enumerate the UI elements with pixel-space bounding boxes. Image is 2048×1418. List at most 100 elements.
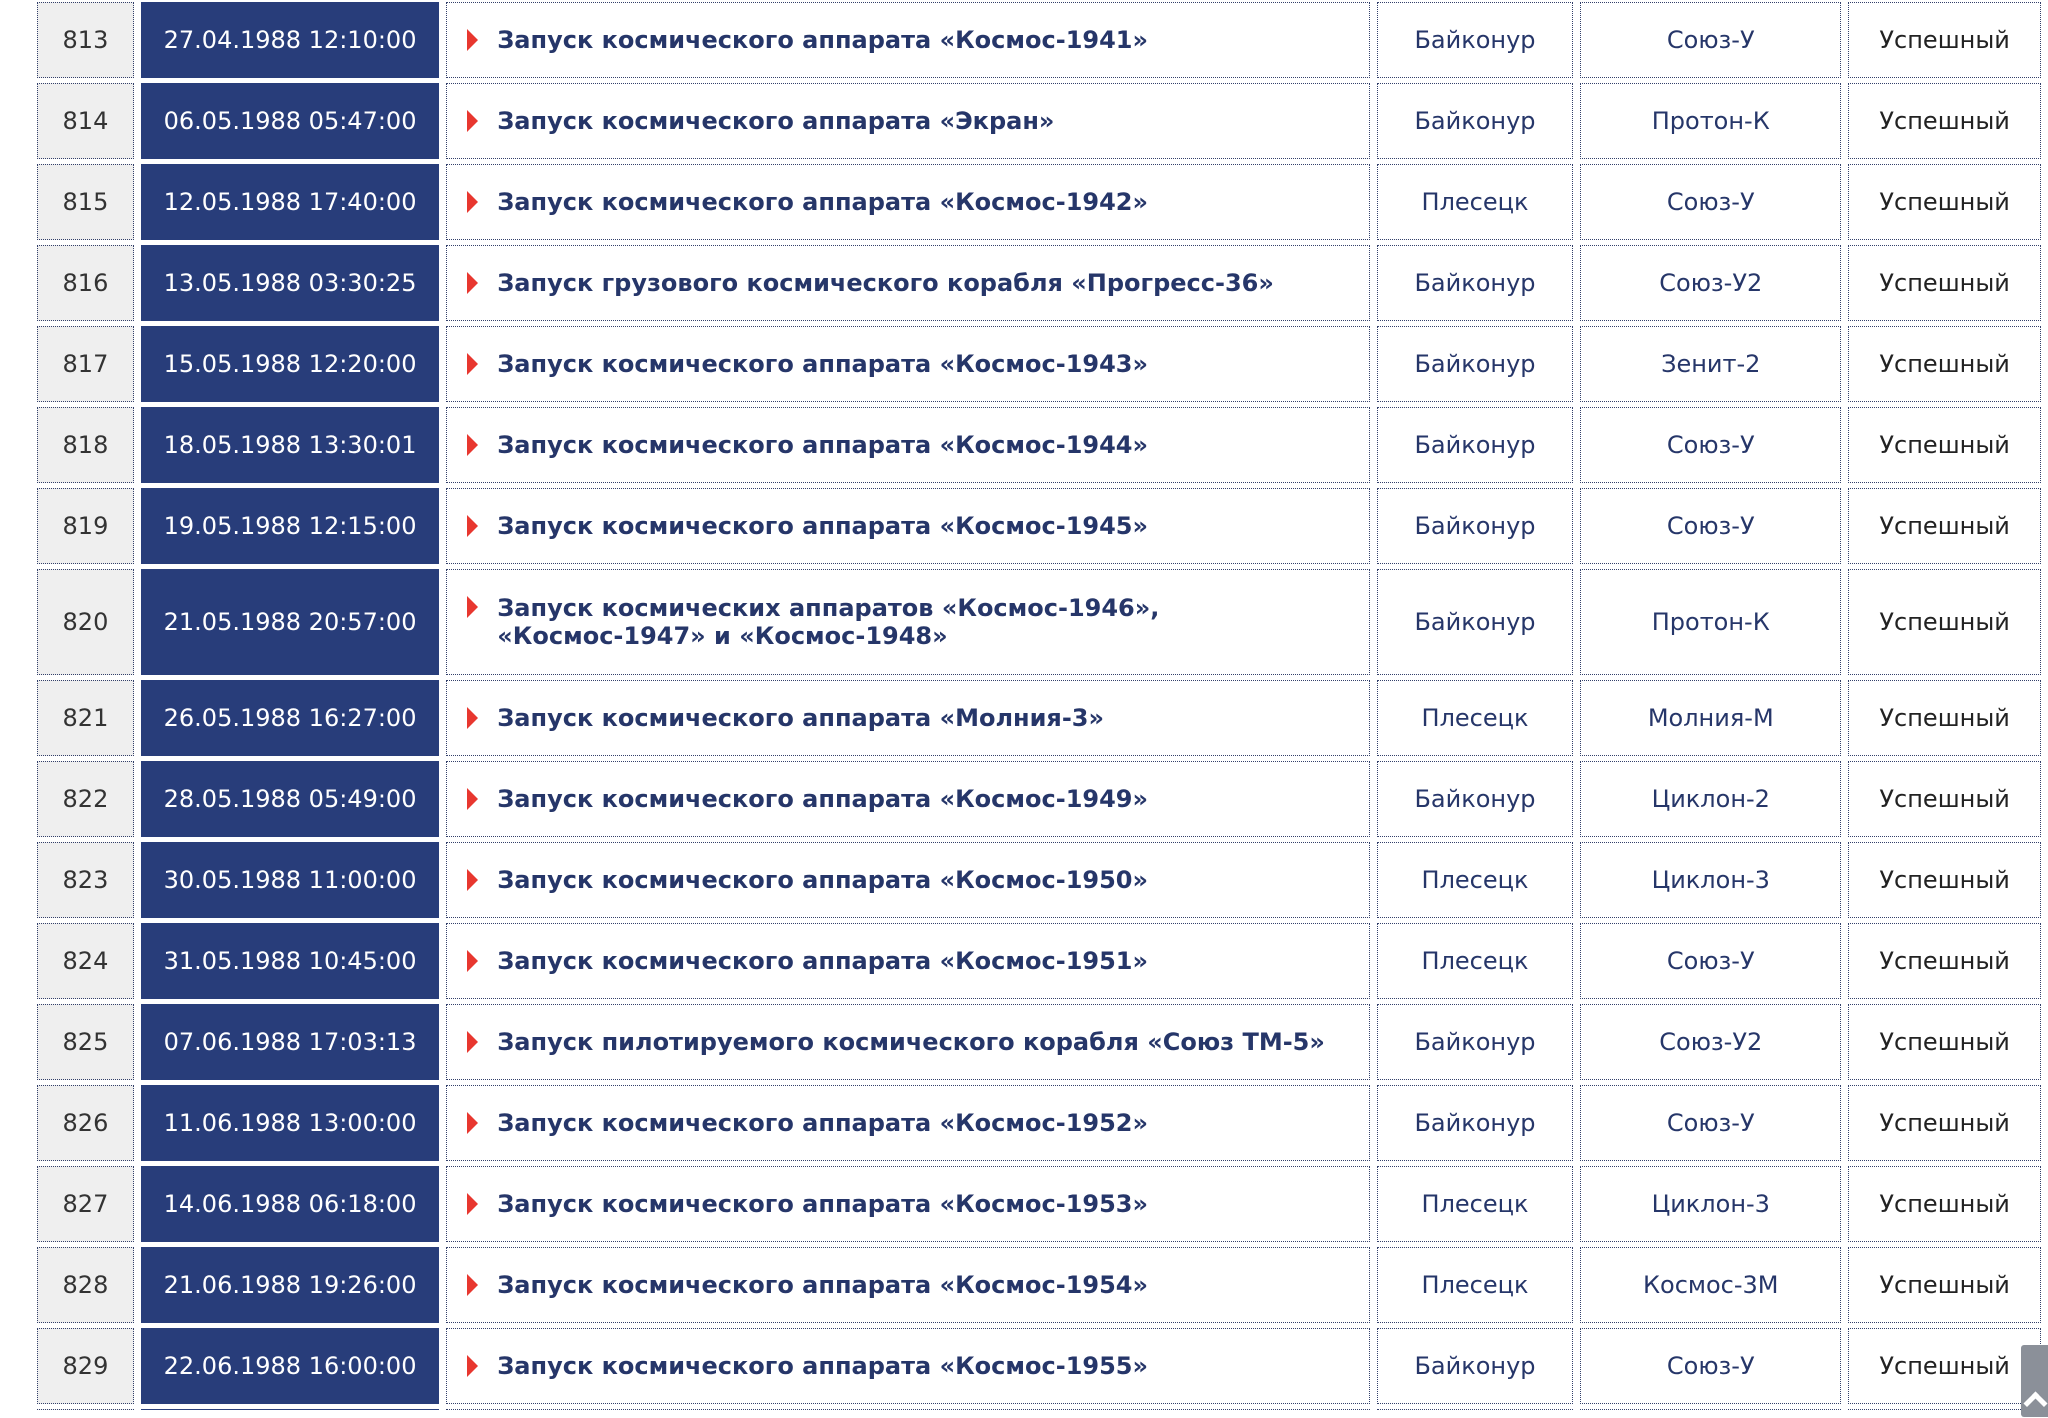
launch-site: Плесецк: [1421, 947, 1529, 975]
launch-date: 12.05.1988 17:40:00: [163, 188, 417, 216]
launch-title-cell[interactable]: Запуск космического аппарата «Космос-195…: [446, 1247, 1370, 1323]
launch-status-cell: Успешный: [1848, 164, 2041, 240]
launch-site-cell: Плесецк: [1376, 923, 1574, 999]
launch-status-cell: Успешный: [1848, 1328, 2041, 1404]
expand-triangle-icon[interactable]: [467, 191, 479, 213]
launch-number: 820: [62, 608, 109, 636]
launch-title[interactable]: Запуск космического аппарата «Космос-195…: [497, 1352, 1148, 1380]
launch-site: Байконур: [1414, 26, 1536, 54]
launch-vehicle-cell: Зенит-2: [1580, 326, 1842, 402]
launch-status: Успешный: [1879, 785, 2010, 813]
launch-title-cell[interactable]: Запуск космического аппарата «Космос-195…: [446, 1085, 1370, 1161]
expand-triangle-icon[interactable]: [467, 869, 479, 891]
launch-title[interactable]: Запуск космического аппарата «Космос-195…: [497, 947, 1148, 975]
launch-title[interactable]: Запуск космического аппарата «Экран»: [497, 107, 1055, 135]
launch-number: 826: [62, 1109, 109, 1137]
launch-date-cell: 13.05.1988 03:30:25: [140, 245, 440, 321]
launch-title-cell[interactable]: Запуск космического аппарата «Экран»: [446, 83, 1370, 159]
launch-site: Байконур: [1414, 1028, 1536, 1056]
expand-triangle-icon[interactable]: [467, 1274, 479, 1296]
launch-number: 825: [62, 1028, 109, 1056]
launch-number: 821: [62, 704, 109, 732]
launch-vehicle: Союз-У: [1666, 188, 1755, 216]
launch-site: Плесецк: [1421, 188, 1529, 216]
launch-status: Успешный: [1879, 512, 2010, 540]
launch-vehicle-cell: Союз-У2: [1580, 245, 1842, 321]
launch-vehicle-cell: Циклон-3: [1580, 842, 1842, 918]
expand-triangle-icon[interactable]: [467, 1193, 479, 1215]
launch-date: 15.05.1988 12:20:00: [163, 350, 417, 378]
expand-triangle-icon[interactable]: [467, 788, 479, 810]
launch-title-cell[interactable]: Запуск космического аппарата «Молния-3»: [446, 680, 1370, 756]
launch-number: 817: [62, 350, 109, 378]
launch-title-cell[interactable]: Запуск космического аппарата «Космос-195…: [446, 1328, 1370, 1404]
launch-site-cell: Байконур: [1376, 1004, 1574, 1080]
launch-title[interactable]: Запуск космического аппарата «Космос-195…: [497, 866, 1148, 894]
launch-title[interactable]: Запуск космического аппарата «Космос-194…: [497, 512, 1148, 540]
launch-date-cell: 06.05.1988 05:47:00: [140, 83, 440, 159]
launch-status-cell: Успешный: [1848, 1166, 2041, 1242]
table-row: 815 12.05.1988 17:40:00 Запуск космическог…: [37, 164, 2041, 240]
expand-triangle-icon[interactable]: [467, 272, 479, 294]
expand-triangle-icon[interactable]: [467, 515, 479, 537]
launch-date-cell: 26.05.1988 16:27:00: [140, 680, 440, 756]
expand-triangle-icon[interactable]: [467, 1112, 479, 1134]
launch-title[interactable]: Запуск грузового космического корабля «П…: [497, 269, 1274, 297]
launch-site: Байконур: [1414, 1109, 1536, 1137]
table-row: 823 30.05.1988 11:00:00 Запуск космическог…: [37, 842, 2041, 918]
launch-title[interactable]: Запуск космического аппарата «Космос-194…: [497, 26, 1148, 54]
launch-title-cell[interactable]: Запуск космического аппарата «Космос-194…: [446, 326, 1370, 402]
launch-vehicle: Космос-3М: [1642, 1271, 1779, 1299]
launch-date: 21.05.1988 20:57:00: [163, 608, 417, 636]
launch-title-cell[interactable]: Запуск космического аппарата «Космос-194…: [446, 488, 1370, 564]
expand-triangle-icon[interactable]: [467, 1031, 479, 1053]
launch-title[interactable]: Запуск космического аппарата «Космос-194…: [497, 431, 1148, 459]
launch-title[interactable]: Запуск космического аппарата «Космос-194…: [497, 785, 1148, 813]
expand-triangle-icon[interactable]: [467, 596, 479, 618]
expand-triangle-icon[interactable]: [467, 29, 479, 51]
launch-site: Плесецк: [1421, 1271, 1529, 1299]
launch-title-cell[interactable]: Запуск космического аппарата «Космос-195…: [446, 923, 1370, 999]
table-row: 826 11.06.1988 13:00:00 Запуск космическог…: [37, 1085, 2041, 1161]
scroll-to-top-button[interactable]: [2021, 1345, 2048, 1417]
launch-status-cell: Успешный: [1848, 83, 2041, 159]
launch-title-cell[interactable]: Запуск грузового космического корабля «П…: [446, 245, 1370, 321]
expand-triangle-icon[interactable]: [467, 353, 479, 375]
launch-title-cell[interactable]: Запуск космических аппаратов «Космос-194…: [446, 569, 1370, 675]
launch-status-cell: Успешный: [1848, 761, 2041, 837]
launch-title-cell[interactable]: Запуск космического аппарата «Космос-194…: [446, 164, 1370, 240]
launch-title[interactable]: Запуск космического аппарата «Космос-195…: [497, 1271, 1148, 1299]
launch-title-cell[interactable]: Запуск космического аппарата «Космос-195…: [446, 842, 1370, 918]
launch-vehicle: Союз-У2: [1659, 269, 1763, 297]
launch-title[interactable]: Запуск космического аппарата «Космос-195…: [497, 1190, 1148, 1218]
table-row: 816 13.05.1988 03:30:25 Запуск грузового к…: [37, 245, 2041, 321]
launch-title[interactable]: Запуск космических аппаратов «Космос-194…: [497, 594, 1160, 650]
launch-title-cell[interactable]: Запуск космического аппарата «Космос-195…: [446, 1166, 1370, 1242]
launch-vehicle: Протон-К: [1651, 107, 1770, 135]
launch-title[interactable]: Запуск космического аппарата «Молния-3»: [497, 704, 1104, 732]
launch-title-cell[interactable]: [446, 1409, 1370, 1410]
launch-site-cell: Байконур: [1376, 326, 1574, 402]
launch-title[interactable]: Запуск космического аппарата «Космос-194…: [497, 350, 1148, 378]
launch-title-cell[interactable]: Запуск космического аппарата «Космос-194…: [446, 761, 1370, 837]
launch-number-cell: 821: [37, 680, 134, 756]
expand-triangle-icon[interactable]: [467, 707, 479, 729]
launch-title-cell[interactable]: Запуск пилотируемого космического корабл…: [446, 1004, 1370, 1080]
expand-triangle-icon[interactable]: [467, 950, 479, 972]
expand-triangle-icon[interactable]: [467, 434, 479, 456]
launch-status-cell: Успешный: [1848, 407, 2041, 483]
expand-triangle-icon[interactable]: [467, 1355, 479, 1377]
launch-title[interactable]: Запуск космического аппарата «Космос-194…: [497, 188, 1148, 216]
launch-title-cell[interactable]: Запуск космического аппарата «Космос-194…: [446, 407, 1370, 483]
table-row: 819 19.05.1988 12:15:00 Запуск космическог…: [37, 488, 2041, 564]
launch-number-cell: 827: [37, 1166, 134, 1242]
launch-vehicle-cell: Союз-У: [1580, 1328, 1842, 1404]
table-row: 822 28.05.1988 05:49:00 Запуск космическог…: [37, 761, 2041, 837]
launch-site: Плесецк: [1421, 704, 1529, 732]
launch-number-cell: 815: [37, 164, 134, 240]
launch-date-cell: 21.05.1988 20:57:00: [140, 569, 440, 675]
launch-title-cell[interactable]: Запуск космического аппарата «Космос-194…: [446, 2, 1370, 78]
launch-title[interactable]: Запуск пилотируемого космического корабл…: [497, 1028, 1325, 1056]
launch-title[interactable]: Запуск космического аппарата «Космос-195…: [497, 1109, 1148, 1137]
expand-triangle-icon[interactable]: [467, 110, 479, 132]
